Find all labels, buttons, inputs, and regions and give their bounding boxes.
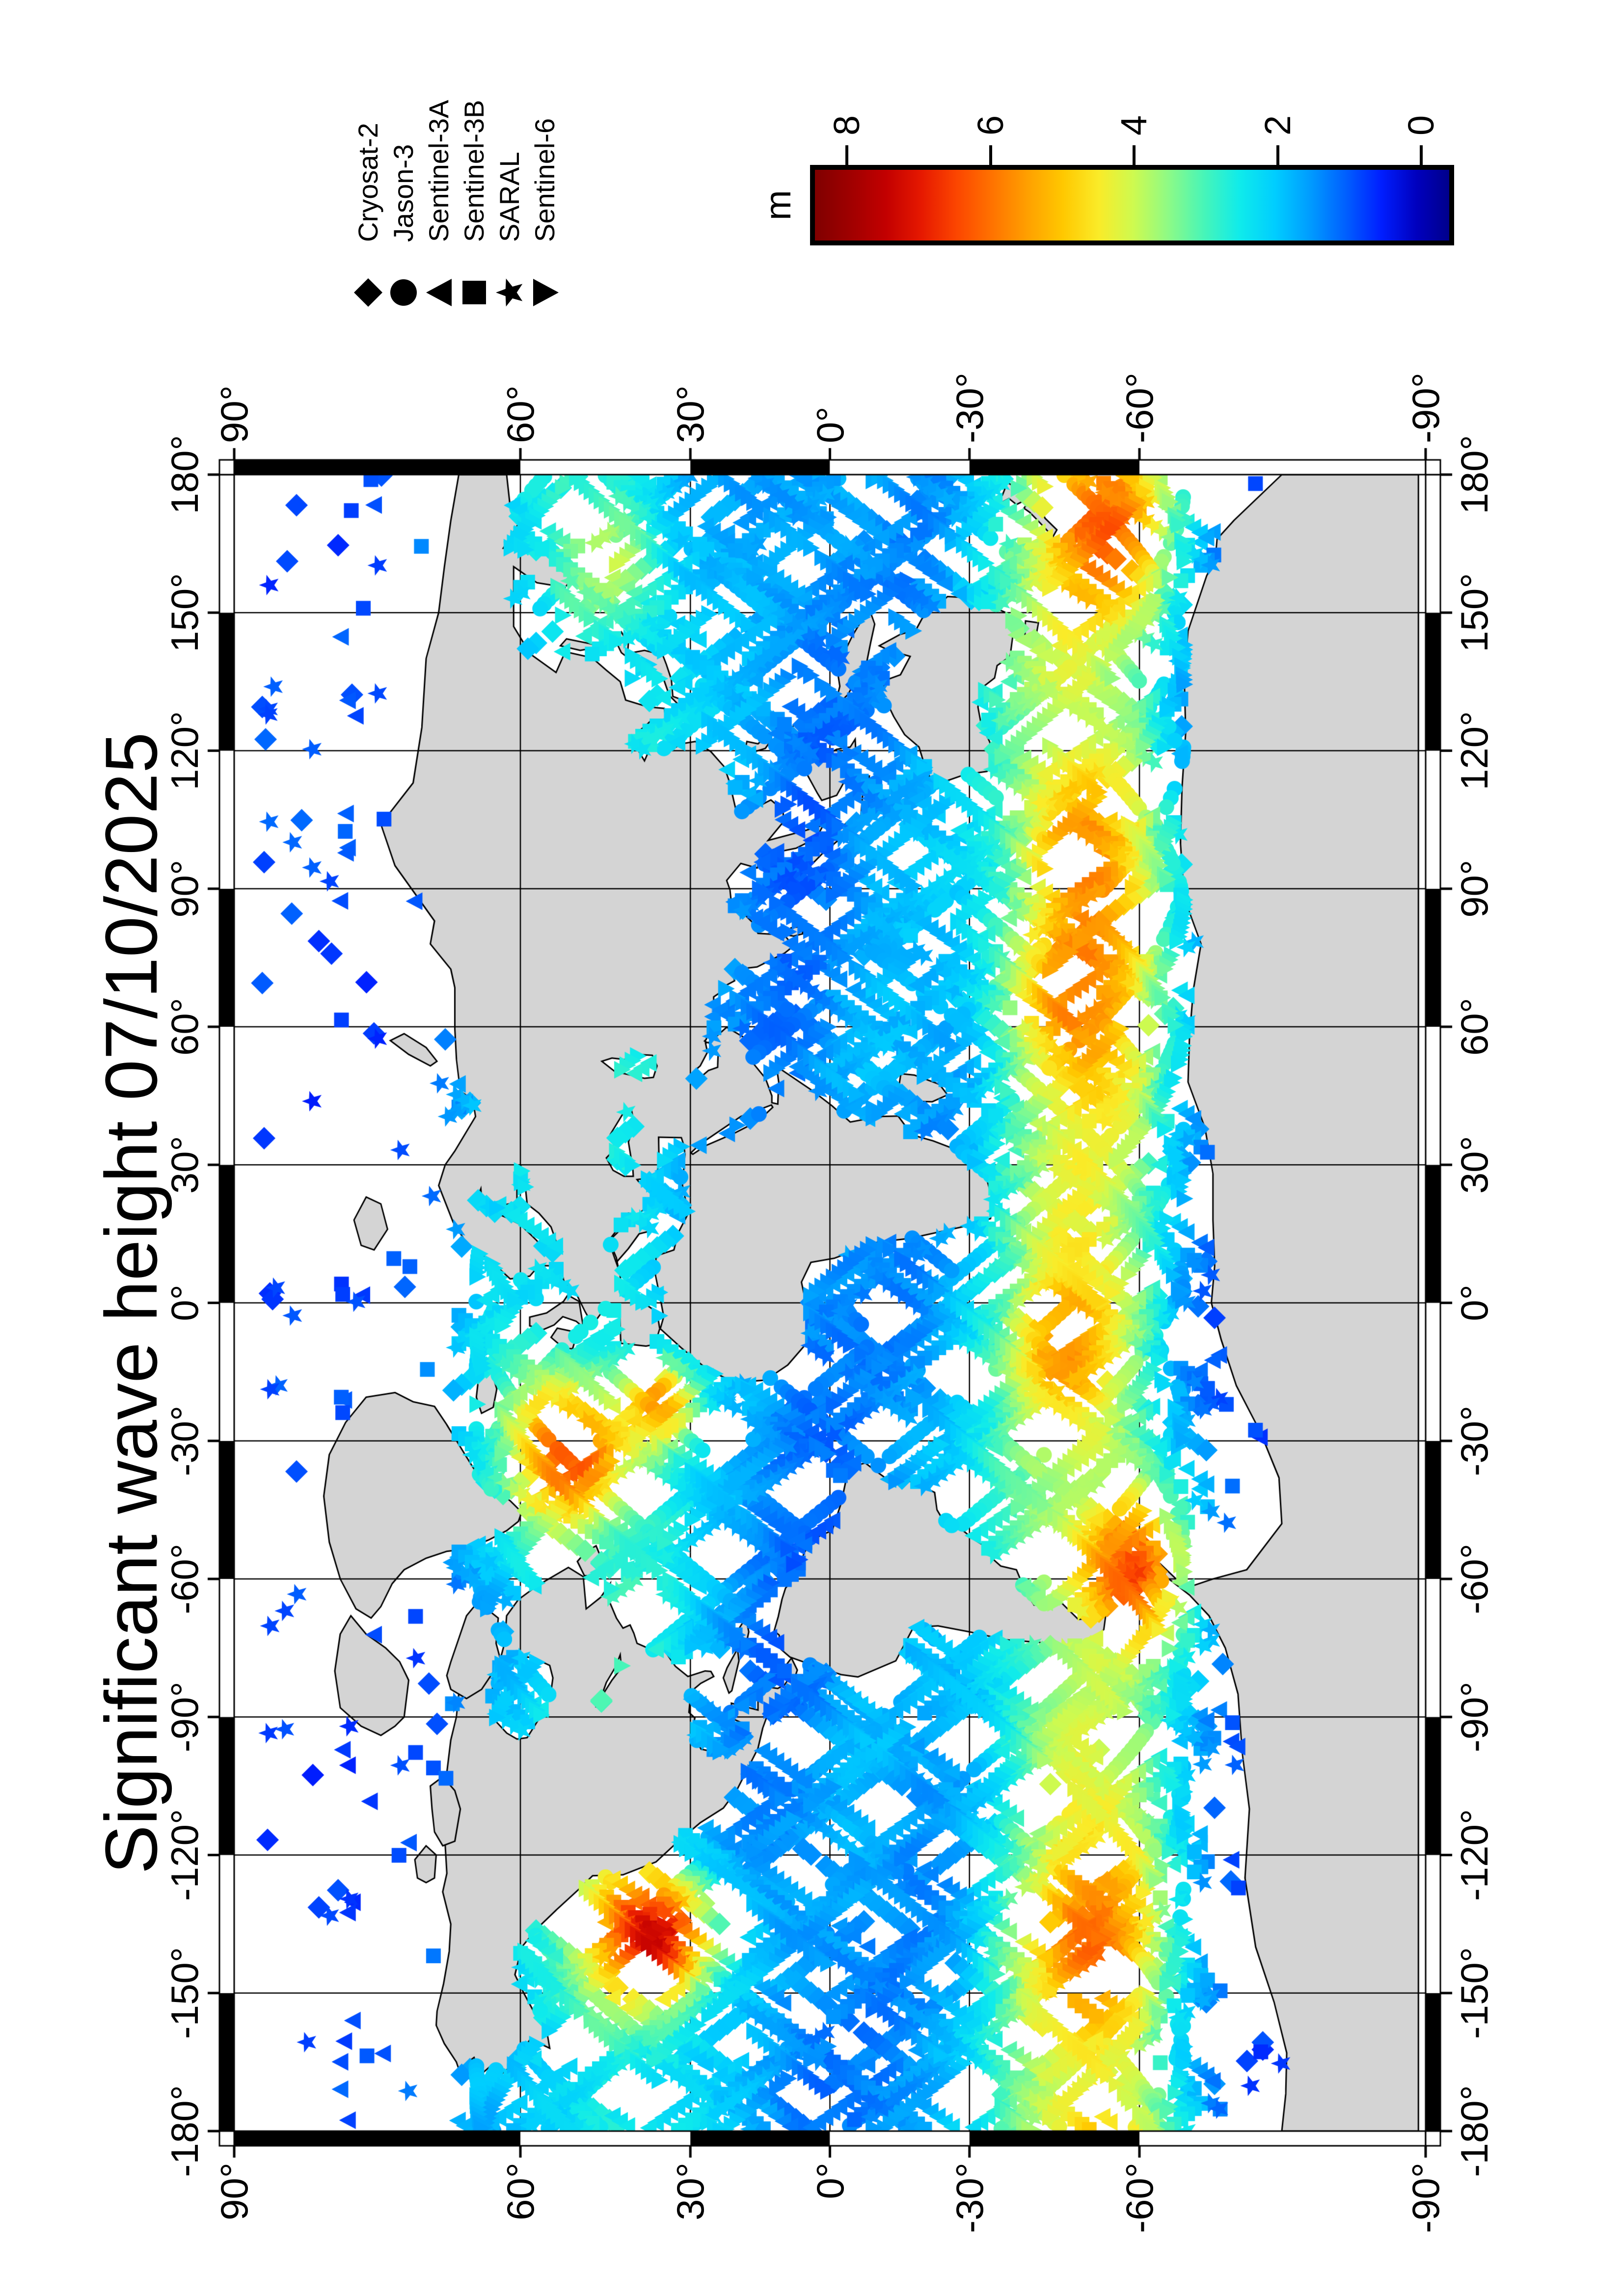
lon-tick-bottom-0: 0° [1453, 1284, 1496, 1321]
lon-tick-top-0: 0° [163, 1284, 206, 1321]
colorbar-tick-4 [1133, 145, 1136, 165]
lat-tick-left-30: 30° [669, 2163, 712, 2220]
lat-tick-right--30: -30° [947, 373, 991, 443]
figure-title: Significant wave height 07/10/2025 [90, 732, 172, 1874]
lat-tick-left--30: -30° [947, 2163, 991, 2233]
sentinel-3a-symbol-icon [423, 277, 455, 308]
lon-tick-bottom--90: -90° [1453, 1682, 1496, 1753]
lat-tick-right-0: 0° [808, 406, 852, 443]
lat-tick-right--60: -60° [1117, 373, 1161, 443]
jason-3-symbol-icon [388, 277, 419, 308]
colorbar [810, 165, 1454, 245]
saral-symbol-icon [494, 277, 525, 308]
lon-tick-bottom--120: -120° [1453, 1809, 1496, 1901]
lon-tick-bottom-90: 90° [1453, 859, 1496, 918]
lon-tick-bottom--180: -180° [1453, 2085, 1496, 2177]
lon-tick-top--60: -60° [163, 1544, 206, 1614]
lon-tick-top--120: -120° [163, 1809, 206, 1901]
lon-tick-top-180: 180° [163, 435, 206, 514]
legend-label-sentinel-3a: Sentinel-3A [423, 100, 454, 242]
lon-tick-top--30: -30° [163, 1405, 206, 1476]
lon-tick-top-150: 150° [163, 573, 206, 652]
lon-tick-bottom-60: 60° [1453, 998, 1496, 1056]
legend-label-cryosat-2: Cryosat-2 [352, 123, 383, 242]
lat-tick-left--60: -60° [1117, 2163, 1161, 2233]
lon-tick-bottom--150: -150° [1453, 1947, 1496, 2039]
colorbar-tick-label-2: 2 [1257, 115, 1298, 135]
colorbar-tick-label-6: 6 [970, 115, 1011, 135]
lon-tick-top-60: 60° [163, 998, 206, 1056]
colorbar-tick-0 [1420, 145, 1423, 165]
lon-tick-top--150: -150° [163, 1947, 206, 2039]
cryosat-2-symbol-icon [352, 277, 384, 308]
lon-tick-top-30: 30° [163, 1136, 206, 1194]
colorbar-tick-2 [1276, 145, 1279, 165]
legend-label-saral: SARAL [494, 152, 525, 242]
colorbar-unit-label: m [757, 190, 798, 220]
lon-tick-top-90: 90° [163, 859, 206, 918]
lon-tick-bottom-120: 120° [1453, 711, 1496, 791]
legend-label-jason-3: Jason-3 [388, 144, 419, 242]
lon-tick-bottom--60: -60° [1453, 1544, 1496, 1614]
lon-tick-top--180: -180° [163, 2085, 206, 2177]
lat-tick-right-90: 90° [213, 385, 256, 443]
lat-tick-right-60: 60° [499, 385, 542, 443]
lon-tick-bottom-150: 150° [1453, 573, 1496, 652]
colorbar-tick-6 [989, 145, 992, 165]
lat-tick-left-90: 90° [213, 2163, 256, 2220]
lon-tick-top--90: -90° [163, 1682, 206, 1753]
lat-tick-left-0: 0° [808, 2163, 852, 2199]
colorbar-tick-label-4: 4 [1113, 115, 1154, 135]
lon-tick-top-120: 120° [163, 711, 206, 791]
lat-tick-right--90: -90° [1404, 373, 1447, 443]
lon-tick-bottom--30: -30° [1453, 1405, 1496, 1476]
sentinel-3b-symbol-icon [459, 277, 490, 308]
sentinel-6-symbol-icon [529, 277, 561, 308]
legend-label-sentinel-6: Sentinel-6 [529, 118, 560, 242]
colorbar-tick-8 [845, 145, 848, 165]
lon-tick-bottom-180: 180° [1453, 435, 1496, 514]
lat-tick-right-30: 30° [669, 385, 712, 443]
colorbar-tick-label-0: 0 [1401, 115, 1441, 135]
lon-tick-bottom-30: 30° [1453, 1136, 1496, 1194]
colorbar-tick-label-8: 8 [826, 115, 867, 135]
lat-tick-left-60: 60° [499, 2163, 542, 2220]
legend-label-sentinel-3b: Sentinel-3B [459, 100, 489, 242]
lat-tick-left--90: -90° [1404, 2163, 1447, 2233]
